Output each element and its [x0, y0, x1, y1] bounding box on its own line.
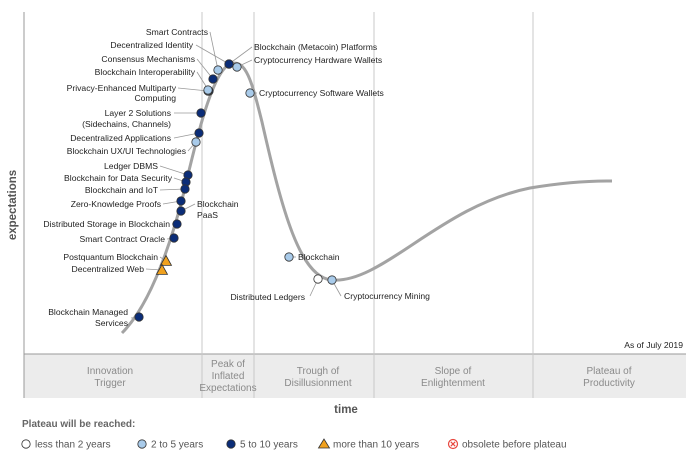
label-distributed-ledgers: Distributed Ledgers: [230, 292, 305, 302]
technology-markers: [134, 59, 337, 322]
phase-band: [24, 354, 686, 398]
leader-privacy-enhanced-multiparty-computing: [177, 87, 209, 92]
label-blockchain-for-data-security: Blockchain for Data Security: [64, 173, 173, 183]
legend: less than 2 years 2 to 5 years 5 to 10 yea…: [21, 438, 567, 451]
as-of-date: As of July 2019: [624, 340, 683, 350]
phase-label: Plateau of Productivity: [583, 366, 635, 389]
label-smart-contract-oracle: Smart Contract Oracle: [80, 234, 166, 244]
legend-item-obsolete: obsolete before plateau: [447, 438, 567, 451]
chart-frame: [23, 12, 686, 398]
label-decentralized-identity: Decentralized Identity: [110, 40, 193, 50]
legend-circle-icon: [226, 439, 236, 449]
label-postquantum-blockchain: Postquantum Blockchain: [63, 252, 158, 262]
marker-distributed-storage-in-blockchain: [172, 219, 182, 229]
leader-smart-contracts: [209, 31, 219, 71]
marker-decentralized-applications: [194, 128, 204, 138]
marker-blockchain-paas: [176, 206, 186, 216]
legend-title: Plateau will be reached:: [22, 419, 135, 430]
label-distributed-storage-in-blockchain: Distributed Storage in Blockchain: [43, 219, 170, 229]
legend-label: less than 2 years: [35, 440, 111, 451]
label-cryptocurrency-mining: Cryptocurrency Mining: [344, 291, 430, 301]
leader-ledger-dbms: [159, 165, 189, 176]
marker-cryptocurrency-software-wallets: [245, 88, 255, 98]
legend-label: 5 to 10 years: [240, 440, 298, 451]
x-axis-title: time: [334, 404, 358, 416]
phase-labels: Innovation Trigger Peak of Inflated Expectat…: [87, 359, 635, 394]
label-zero-knowledge-proofs: Zero-Knowledge Proofs: [71, 199, 161, 209]
label-blockchain: Blockchain: [298, 252, 340, 262]
legend-item-2to5: 2 to 5 years: [137, 439, 203, 451]
marker-blockchain-metacoin-platforms: [224, 59, 234, 69]
technology-labels: Smart Contracts Decentralized Identity Con…: [43, 27, 430, 328]
legend-label: obsolete before plateau: [462, 440, 567, 451]
marker-layer-2-solutions-sidechains-channels: [196, 108, 206, 118]
legend-item-5to10: 5 to 10 years: [226, 439, 298, 451]
y-axis-title: expectations: [7, 170, 19, 240]
label-blockchain-and-iot: Blockchain and IoT: [85, 185, 159, 195]
marker-smart-contracts: [213, 65, 223, 75]
label-blockchain-metacoin-platforms: Blockchain (Metacoin) Platforms: [254, 42, 377, 52]
legend-label: 2 to 5 years: [151, 440, 203, 451]
phase-label: Innovation Trigger: [87, 366, 133, 389]
label-blockchain-paas: Blockchain PaaS: [197, 199, 239, 220]
marker-blockchain-and-iot: [180, 184, 190, 194]
label-blockchain-interoperability: Blockchain Interoperability: [95, 67, 196, 77]
legend-circle-icon: [137, 439, 147, 449]
label-blockchain-ux-ui-technologies: Blockchain UX/UI Technologies: [67, 146, 186, 156]
marker-blockchain-ux-ui-technologies: [191, 137, 201, 147]
marker-blockchain-managed-services: [134, 312, 144, 322]
label-cryptocurrency-hardware-wallets: Cryptocurrency Hardware Wallets: [254, 55, 382, 65]
legend-cross-icon: [450, 441, 456, 447]
marker-postquantum-blockchain: [159, 254, 173, 266]
phase-label: Slope of Enlightenment: [421, 366, 485, 389]
label-blockchain-managed-services: Blockchain Managed Services: [48, 307, 128, 328]
legend-item-lt2: less than 2 years: [21, 439, 111, 451]
leader-decentralized-identity: [195, 44, 230, 65]
label-privacy-enhanced-multiparty-computing: Privacy-Enhanced Multiparty Computing: [67, 83, 177, 103]
marker-cryptocurrency-hardware-wallets: [232, 62, 242, 72]
marker-zero-knowledge-proofs: [176, 196, 186, 206]
marker-distributed-ledgers: [313, 274, 323, 284]
marker-smart-contract-oracle: [169, 233, 179, 243]
label-smart-contracts: Smart Contracts: [146, 27, 208, 37]
label-decentralized-web: Decentralized Web: [72, 264, 145, 274]
legend-label: more than 10 years: [333, 440, 419, 451]
marker-decentralized-web: [155, 263, 169, 275]
legend-triangle-icon: [317, 438, 331, 449]
marker-consensus-mechanisms: [208, 74, 218, 84]
marker-privacy-enhanced-multiparty-computing: [203, 85, 213, 95]
label-cryptocurrency-software-wallets: Cryptocurrency Software Wallets: [259, 88, 384, 98]
marker-cryptocurrency-mining: [327, 275, 337, 285]
phase-label: Peak of Inflated Expectations: [199, 359, 256, 394]
phase-label: Trough of Disillusionment: [284, 366, 351, 389]
legend-item-gt10: more than 10 years: [317, 438, 419, 451]
marker-blockchain: [284, 252, 294, 262]
legend-circle-icon: [21, 439, 31, 449]
label-consensus-mechanisms: Consensus Mechanisms: [101, 54, 195, 64]
leader-blockchain-metacoin-platforms: [228, 46, 253, 65]
label-layer-2-solutions-sidechains-channels: Layer 2 Solutions (Sidechains, Channels): [82, 108, 171, 129]
label-decentralized-applications: Decentralized Applications: [70, 133, 171, 143]
label-ledger-dbms: Ledger DBMS: [104, 161, 158, 171]
